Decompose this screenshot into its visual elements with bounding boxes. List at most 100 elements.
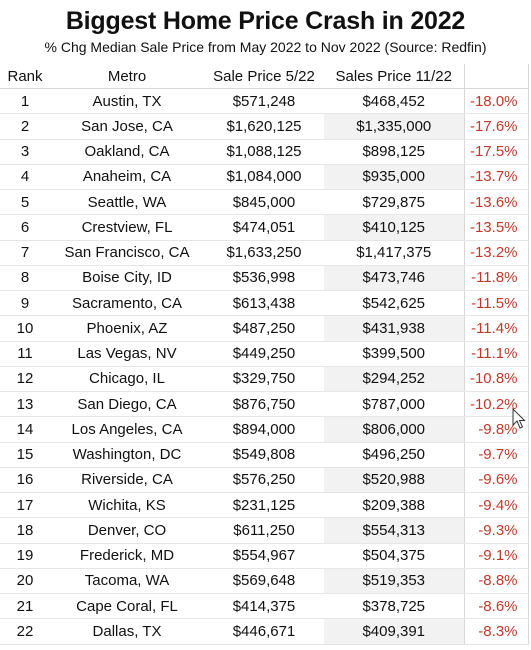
table-row: 19 Frederick, MD $554,967 $504,375 -9.1% [0,543,529,569]
table-row: 7 San Francisco, CA $1,633,250 $1,417,375 -1… [0,240,529,266]
cell-pct-change: -9.4% [463,492,529,519]
cell-sale-price-nov: $209,388 [324,492,464,519]
cell-sale-price-may: $876,750 [204,391,324,418]
cell-metro: Austin, TX [50,88,204,115]
cell-sale-price-nov: $410,125 [324,214,464,241]
cell-rank: 7 [0,240,50,266]
cell-sale-price-may: $576,250 [204,467,324,494]
table-row: 15 Washington, DC $549,808 $496,250 -9.7% [0,442,529,468]
cell-sale-price-may: $1,084,000 [204,164,324,191]
cell-sale-price-may: $329,750 [204,366,324,393]
cell-metro: Crestview, FL [50,214,204,241]
col-header-metro: Metro [50,64,204,89]
cell-rank: 3 [0,139,50,165]
table-row: 17 Wichita, KS $231,125 $209,388 -9.4% [0,492,529,519]
cell-metro: Riverside, CA [50,467,204,494]
cell-sale-price-nov: $473,746 [324,265,464,292]
cell-sale-price-nov: $787,000 [324,391,464,418]
cell-rank: 5 [0,189,50,216]
cell-rank: 10 [0,315,50,342]
cell-sale-price-nov: $409,391 [324,618,464,645]
table-row: 3 Oakland, CA $1,088,125 $898,125 -17.5% [0,139,529,165]
cell-pct-change: -17.6% [463,113,529,140]
cell-metro: Las Vegas, NV [50,341,204,367]
cell-pct-change: -10.8% [463,366,529,393]
table-row: 21 Cape Coral, FL $414,375 $378,725 -8.6% [0,593,529,620]
table-row: 22 Dallas, TX $446,671 $409,391 -8.3% [0,618,529,645]
cell-sale-price-may: $554,967 [204,543,324,569]
cell-sale-price-nov: $1,335,000 [324,113,464,140]
cell-sale-price-nov: $806,000 [324,416,464,443]
cell-sale-price-nov: $554,313 [324,517,464,544]
cell-sale-price-nov: $935,000 [324,164,464,191]
cell-sale-price-may: $845,000 [204,189,324,216]
cell-metro: San Jose, CA [50,113,204,140]
table-row: 18 Denver, CO $611,250 $554,313 -9.3% [0,517,529,544]
page-title: Biggest Home Price Crash in 2022 [65,7,466,35]
cell-pct-change: -11.1% [463,341,529,367]
col-header-sale-price-nov: Sales Price 11/22 [324,64,464,89]
cell-metro: Sacramento, CA [50,290,204,317]
table-row: 2 San Jose, CA $1,620,125 $1,335,000 -17.6% [0,113,529,140]
cell-pct-change: -11.5% [463,290,529,317]
table-row: 14 Los Angeles, CA $894,000 $806,000 -9.8% [0,416,529,443]
table-row: 12 Chicago, IL $329,750 $294,252 -10.8% [0,366,529,393]
cell-rank: 14 [0,416,50,443]
table-row: 16 Riverside, CA $576,250 $520,988 -9.6% [0,467,529,494]
cell-sale-price-may: $1,620,125 [204,113,324,140]
cell-sale-price-may: $536,998 [204,265,324,292]
cell-metro: Los Angeles, CA [50,416,204,443]
cell-sale-price-may: $894,000 [204,416,324,443]
cell-sale-price-may: $487,250 [204,315,324,342]
cell-pct-change: -8.8% [463,568,529,595]
cell-sale-price-may: $474,051 [204,214,324,241]
cell-rank: 6 [0,214,50,241]
cell-sale-price-nov: $729,875 [324,189,464,216]
cell-sale-price-nov: $468,452 [324,88,464,115]
header-row: Rank Metro Sale Price 5/22 Sales Price 1… [0,64,529,89]
cell-metro: Anaheim, CA [50,164,204,191]
cell-metro: Washington, DC [50,442,204,468]
cell-sale-price-nov: $496,250 [324,442,464,468]
table-row: 5 Seattle, WA $845,000 $729,875 -13.6% [0,189,529,216]
col-header-sale-price-may: Sale Price 5/22 [204,64,324,89]
cell-metro: Denver, CO [50,517,204,544]
table-row: 6 Crestview, FL $474,051 $410,125 -13.5% [0,214,529,241]
cell-metro: Oakland, CA [50,139,204,165]
cell-pct-change: -9.6% [463,467,529,494]
cell-metro: Frederick, MD [50,543,204,569]
cell-rank: 21 [0,593,50,620]
cell-pct-change: -8.3% [463,618,529,645]
cell-rank: 8 [0,265,50,292]
cell-rank: 4 [0,164,50,191]
price-table-container: Rank Metro Sale Price 5/22 Sales Price 1… [0,64,529,645]
cell-rank: 20 [0,568,50,595]
cell-rank: 16 [0,467,50,494]
cell-metro: San Francisco, CA [50,240,204,266]
cell-metro: Phoenix, AZ [50,315,204,342]
cell-pct-change: -9.3% [463,517,529,544]
cell-sale-price-may: $414,375 [204,593,324,620]
cell-sale-price-nov: $1,417,375 [324,240,464,266]
cell-sale-price-may: $549,808 [204,442,324,468]
cell-metro: Wichita, KS [50,492,204,519]
table-row: 4 Anaheim, CA $1,084,000 $935,000 -13.7% [0,164,529,191]
cell-sale-price-nov: $504,375 [324,543,464,569]
cell-rank: 1 [0,88,50,115]
mouse-pointer-icon [512,408,526,429]
cell-metro: Cape Coral, FL [50,593,204,620]
cell-metro: Chicago, IL [50,366,204,393]
cell-sale-price-may: $571,248 [204,88,324,115]
table-row: 20 Tacoma, WA $569,648 $519,353 -8.8% [0,568,529,595]
cell-rank: 13 [0,391,50,418]
cell-pct-change: -9.7% [463,442,529,468]
cell-sale-price-nov: $399,500 [324,341,464,367]
cell-pct-change: -8.6% [463,593,529,620]
cell-sale-price-nov: $520,988 [324,467,464,494]
page-subtitle: % Chg Median Sale Price from May 2022 to… [44,39,487,55]
cell-pct-change: -13.7% [463,164,529,191]
cell-rank: 15 [0,442,50,468]
cell-sale-price-may: $446,671 [204,618,324,645]
table-row: 9 Sacramento, CA $613,438 $542,625 -11.5% [0,290,529,317]
table-row: 13 San Diego, CA $876,750 $787,000 -10.2% [0,391,529,418]
